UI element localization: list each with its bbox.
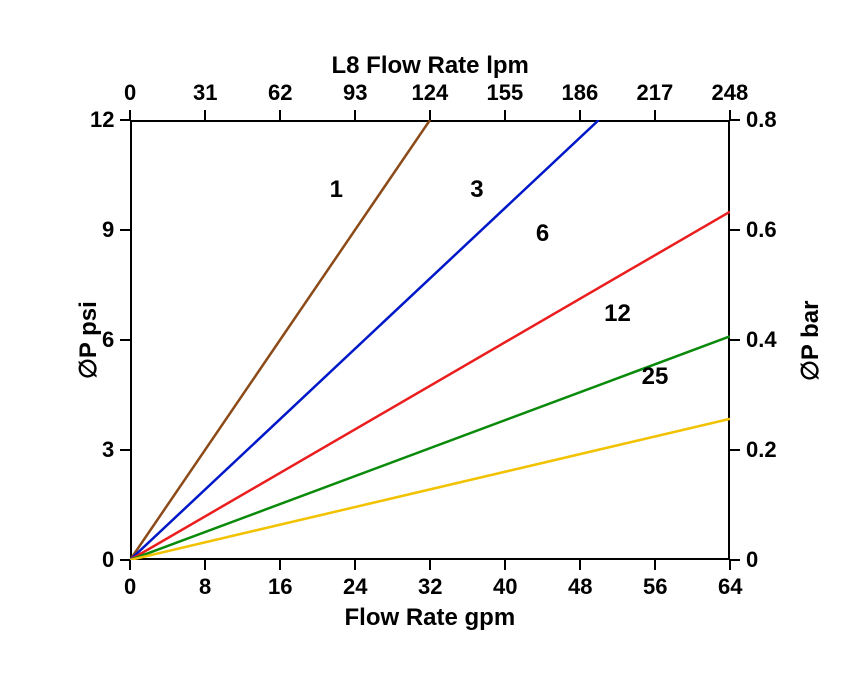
x-bottom-tick-label: 32 (418, 574, 442, 600)
x-top-tick (204, 110, 206, 120)
x-bottom-tick-label: 16 (268, 574, 292, 600)
y-left-tick (120, 119, 130, 121)
y-right-tick (730, 339, 740, 341)
y-right-tick (730, 229, 740, 231)
x-bottom-tick (729, 560, 731, 570)
x-bottom-tick (204, 560, 206, 570)
series-line-12 (130, 336, 730, 560)
x-top-tick (654, 110, 656, 120)
x-top-tick-label: 31 (193, 80, 217, 106)
x-top-tick (429, 110, 431, 120)
x-top-tick-label: 248 (712, 80, 749, 106)
x-top-title: L8 Flow Rate lpm (332, 52, 529, 80)
x-bottom-tick-label: 56 (643, 574, 667, 600)
x-top-tick-label: 62 (268, 80, 292, 106)
flow-rate-chart: 0816243240485664031629312415518621724803… (0, 0, 860, 700)
x-bottom-tick-label: 64 (718, 574, 742, 600)
y-right-tick-label: 0.2 (746, 437, 777, 463)
x-bottom-tick (129, 560, 131, 570)
x-top-tick (279, 110, 281, 120)
x-top-tick (354, 110, 356, 120)
series-label-12: 12 (604, 300, 631, 328)
x-top-tick-label: 217 (637, 80, 674, 106)
x-top-tick-label: 124 (412, 80, 449, 106)
y-right-tick-label: 0.4 (746, 327, 777, 353)
series-line-3 (130, 120, 599, 560)
x-bottom-tick (504, 560, 506, 570)
x-bottom-tick (579, 560, 581, 570)
y-left-tick-label: 6 (102, 327, 114, 353)
y-left-tick (120, 229, 130, 231)
x-bottom-title: Flow Rate gpm (345, 604, 516, 632)
x-bottom-tick (429, 560, 431, 570)
y-right-tick (730, 449, 740, 451)
y-left-tick-label: 12 (90, 107, 114, 133)
x-bottom-tick (354, 560, 356, 570)
y-left-tick (120, 559, 130, 561)
y-right-tick-label: 0.6 (746, 217, 777, 243)
y-right-tick-label: 0 (746, 547, 758, 573)
x-bottom-tick (654, 560, 656, 570)
y-right-tick (730, 559, 740, 561)
x-top-tick-label: 186 (562, 80, 599, 106)
series-line-6 (130, 212, 730, 560)
series-label-3: 3 (470, 176, 483, 204)
x-bottom-tick (279, 560, 281, 570)
y-left-tick-label: 9 (102, 217, 114, 243)
series-line-25 (130, 419, 730, 560)
y-left-tick-label: 0 (102, 547, 114, 573)
series-line-1 (130, 120, 430, 560)
x-top-tick (504, 110, 506, 120)
y-left-tick-label: 3 (102, 437, 114, 463)
x-bottom-tick-label: 40 (493, 574, 517, 600)
y-left-tick (120, 339, 130, 341)
series-label-25: 25 (642, 363, 669, 391)
x-bottom-tick-label: 48 (568, 574, 592, 600)
x-bottom-tick-label: 0 (124, 574, 136, 600)
y-left-title: ∅P psi (74, 301, 103, 379)
x-top-tick (579, 110, 581, 120)
series-label-6: 6 (536, 220, 549, 248)
x-bottom-tick-label: 8 (199, 574, 211, 600)
x-top-tick-label: 93 (343, 80, 367, 106)
x-top-tick-label: 0 (124, 80, 136, 106)
x-top-tick-label: 155 (487, 80, 524, 106)
y-right-tick (730, 119, 740, 121)
x-bottom-tick-label: 24 (343, 574, 367, 600)
y-left-tick (120, 449, 130, 451)
y-right-tick-label: 0.8 (746, 107, 777, 133)
y-right-title: ∅P bar (796, 300, 825, 381)
series-label-1: 1 (330, 176, 343, 204)
